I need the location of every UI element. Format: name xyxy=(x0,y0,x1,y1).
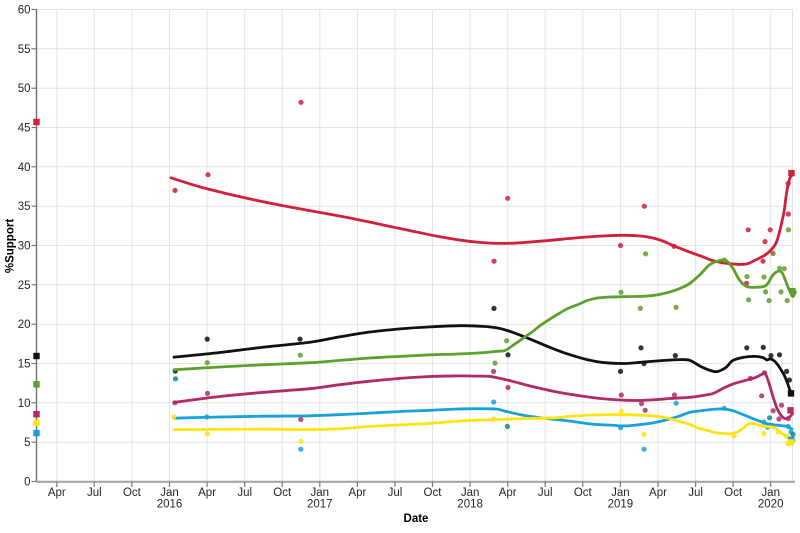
svg-text:2018: 2018 xyxy=(457,499,483,511)
svg-text:Jul: Jul xyxy=(538,487,553,499)
svg-text:Jul: Jul xyxy=(87,487,102,499)
svg-text:Oct: Oct xyxy=(273,487,292,499)
svg-text:15: 15 xyxy=(18,359,31,371)
svg-text:60: 60 xyxy=(18,5,31,17)
svg-text:%Support: %Support xyxy=(5,219,17,273)
svg-text:Oct: Oct xyxy=(424,487,443,499)
svg-text:Jan: Jan xyxy=(761,487,780,499)
svg-text:45: 45 xyxy=(18,123,31,135)
svg-text:Apr: Apr xyxy=(48,487,66,499)
svg-text:0: 0 xyxy=(24,477,30,489)
svg-text:30: 30 xyxy=(18,241,31,253)
svg-text:2016: 2016 xyxy=(157,499,183,511)
svg-text:2020: 2020 xyxy=(758,499,784,511)
svg-text:Oct: Oct xyxy=(574,487,593,499)
svg-text:Jan: Jan xyxy=(311,487,330,499)
svg-text:2019: 2019 xyxy=(608,499,634,511)
svg-text:Apr: Apr xyxy=(649,487,667,499)
svg-text:Apr: Apr xyxy=(348,487,366,499)
svg-text:Oct: Oct xyxy=(123,487,142,499)
svg-text:25: 25 xyxy=(18,280,31,292)
svg-text:Apr: Apr xyxy=(499,487,517,499)
svg-text:Apr: Apr xyxy=(198,487,216,499)
svg-text:Oct: Oct xyxy=(724,487,743,499)
svg-text:40: 40 xyxy=(18,162,31,174)
svg-text:10: 10 xyxy=(18,398,31,410)
svg-text:35: 35 xyxy=(18,201,31,213)
svg-text:20: 20 xyxy=(18,319,31,331)
svg-text:5: 5 xyxy=(24,437,30,449)
svg-text:Jan: Jan xyxy=(461,487,480,499)
svg-text:Jul: Jul xyxy=(237,487,252,499)
svg-text:Jul: Jul xyxy=(688,487,703,499)
svg-text:2017: 2017 xyxy=(307,499,333,511)
svg-text:50: 50 xyxy=(18,83,31,95)
svg-text:Jan: Jan xyxy=(611,487,630,499)
svg-text:Date: Date xyxy=(404,513,429,525)
svg-text:55: 55 xyxy=(18,44,31,56)
svg-text:Jan: Jan xyxy=(160,487,179,499)
svg-text:Jul: Jul xyxy=(388,487,403,499)
